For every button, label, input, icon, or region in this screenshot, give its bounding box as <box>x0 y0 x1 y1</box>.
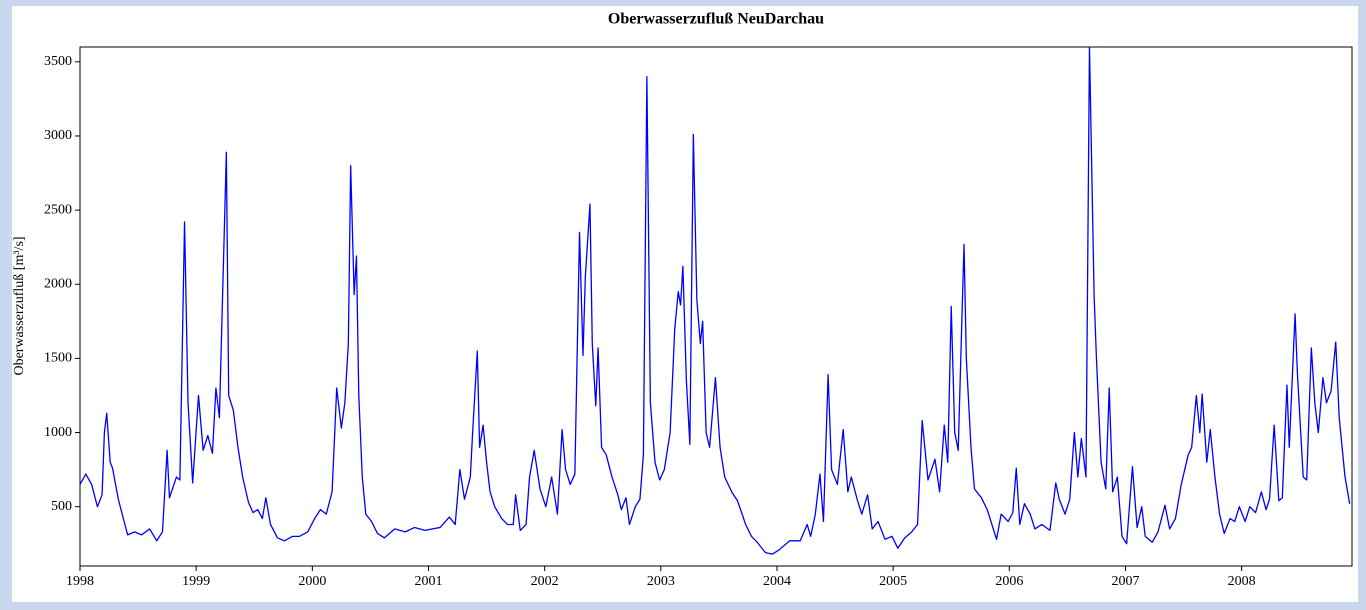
y-axis-label: Oberwasserzufluß [m³/s] <box>12 236 27 375</box>
x-tick-label: 1998 <box>66 574 94 589</box>
y-tick-label: 3500 <box>44 54 72 69</box>
x-tick-label: 2003 <box>647 574 675 589</box>
y-tick-label: 2000 <box>44 276 72 291</box>
y-tick-label: 2500 <box>44 202 72 217</box>
x-tick-label: 2006 <box>995 574 1023 589</box>
x-tick-label: 2004 <box>763 574 791 589</box>
x-tick-label: 2000 <box>298 574 326 589</box>
x-tick-label: 2005 <box>879 574 907 589</box>
x-tick-label: 2007 <box>1111 574 1139 589</box>
y-tick-label: 1000 <box>44 425 72 440</box>
panel <box>12 6 1358 602</box>
plot-frame <box>79 46 1353 567</box>
data-line <box>79 46 1351 555</box>
chart-title: Oberwasserzufluß NeuDarchau <box>608 11 824 28</box>
y-tick-label: 500 <box>51 499 72 514</box>
y-tick-label: 1500 <box>44 351 72 366</box>
x-tick-label: 2001 <box>414 574 442 589</box>
y-tick-label: 3000 <box>44 128 72 143</box>
x-tick-label: 1999 <box>182 574 210 589</box>
x-tick-label: 2002 <box>531 574 559 589</box>
x-tick-label: 2008 <box>1228 574 1256 589</box>
